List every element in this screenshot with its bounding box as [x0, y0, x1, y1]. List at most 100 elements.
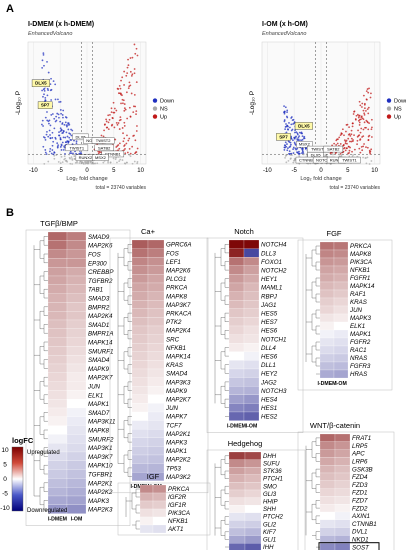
data-point [107, 121, 110, 124]
data-point [127, 139, 130, 142]
data-point [102, 161, 105, 164]
heatmap-cell [243, 343, 260, 352]
heatmap-cell [66, 249, 87, 259]
heatmap-cell [228, 512, 246, 521]
heatmap-frame [297, 431, 395, 550]
heatmap-cell [333, 321, 349, 331]
heatmap-cell [66, 293, 87, 303]
data-point [335, 144, 338, 146]
data-point [368, 151, 371, 154]
data-point [324, 153, 327, 156]
row-label: MAPK1 [88, 401, 109, 408]
data-point [350, 137, 353, 140]
data-point [336, 142, 339, 145]
data-point [301, 152, 303, 154]
data-point [284, 141, 287, 144]
data-point [113, 107, 116, 110]
heatmap-cell [228, 368, 245, 378]
data-point [136, 162, 139, 165]
heatmap-cell [319, 265, 335, 275]
heatmap-cell [47, 302, 68, 312]
row-label: PRKACA [166, 311, 191, 318]
heatmap-cell [139, 524, 154, 534]
data-point [346, 147, 348, 150]
row-label: TAB1 [88, 287, 103, 294]
data-point [349, 146, 351, 149]
data-point [64, 136, 67, 139]
row-label: ELK1 [88, 392, 103, 399]
row-label: NFKB1 [350, 267, 370, 274]
dendrogram [117, 244, 132, 477]
data-point [370, 128, 373, 131]
data-point [68, 156, 71, 159]
data-point [368, 87, 370, 90]
column-label: I-DMEM [317, 381, 336, 387]
data-point [334, 152, 337, 155]
data-point [365, 109, 367, 112]
heatmap-cell [319, 289, 335, 299]
data-point [135, 151, 138, 153]
row-label: SRC [166, 336, 180, 343]
data-point [98, 151, 101, 154]
data-point [285, 161, 288, 164]
row-label: FZD7 [352, 497, 368, 504]
panel-a-label: A [6, 3, 14, 15]
data-point [122, 102, 124, 105]
row-label: LRP6 [352, 458, 368, 465]
upregulated-label: Upregulated [27, 450, 60, 456]
row-label: PRKCA [350, 243, 371, 250]
data-point [41, 66, 44, 69]
row-label: GLI2 [263, 521, 277, 528]
heatmap-cell [147, 317, 165, 327]
row-label: LEF1 [166, 259, 181, 266]
data-point [112, 101, 115, 104]
data-point [344, 140, 347, 143]
heatmap-cell [243, 265, 260, 275]
row-label: TCF7 [166, 422, 182, 429]
heatmap-cell [131, 351, 149, 361]
gene-label: SP7 [41, 103, 50, 108]
legend-label: Down [394, 99, 406, 105]
heatmap-cell [131, 257, 149, 266]
data-point [346, 142, 348, 145]
data-point [46, 61, 48, 63]
color-key-tick: 10 [1, 447, 9, 454]
heatmap-cell [243, 386, 260, 395]
data-point [298, 153, 301, 155]
heatmap-cell [228, 474, 246, 483]
data-point [286, 116, 289, 119]
gene-label: RUNX2 [79, 155, 93, 160]
data-point [125, 161, 128, 164]
row-label: SMAD1 [88, 322, 109, 329]
data-point [368, 122, 370, 124]
row-label: MAP3K11 [88, 419, 115, 426]
heatmap-cell [66, 425, 87, 435]
heatmap-cell [131, 239, 149, 249]
row-label: IGF1R [168, 502, 187, 509]
data-point [44, 116, 47, 119]
data-point [292, 161, 295, 164]
data-point [58, 131, 60, 134]
heatmap-cell [319, 249, 335, 259]
data-point [360, 127, 363, 130]
row-label: FGFR2 [350, 339, 371, 346]
heatmap-cell [66, 381, 87, 391]
data-point [119, 118, 122, 121]
y-axis-label: -Log₁₀ P [15, 91, 22, 115]
data-point [62, 136, 65, 139]
heatmap-cell [152, 484, 167, 494]
data-point [333, 142, 336, 145]
gene-label: TWIST2 [96, 138, 111, 143]
heatmap-cell [319, 273, 335, 283]
x-axis-label: Log₂ fold change [66, 176, 107, 182]
row-label: GLI3 [263, 491, 277, 498]
gene-label: DLX5 [76, 134, 87, 139]
data-point [80, 162, 83, 165]
data-point [75, 142, 78, 145]
data-point [358, 114, 361, 117]
heatmap-cell [66, 363, 87, 373]
data-point [366, 88, 369, 90]
data-point [102, 135, 105, 138]
data-point [345, 130, 347, 133]
heatmap-cell [334, 504, 351, 513]
